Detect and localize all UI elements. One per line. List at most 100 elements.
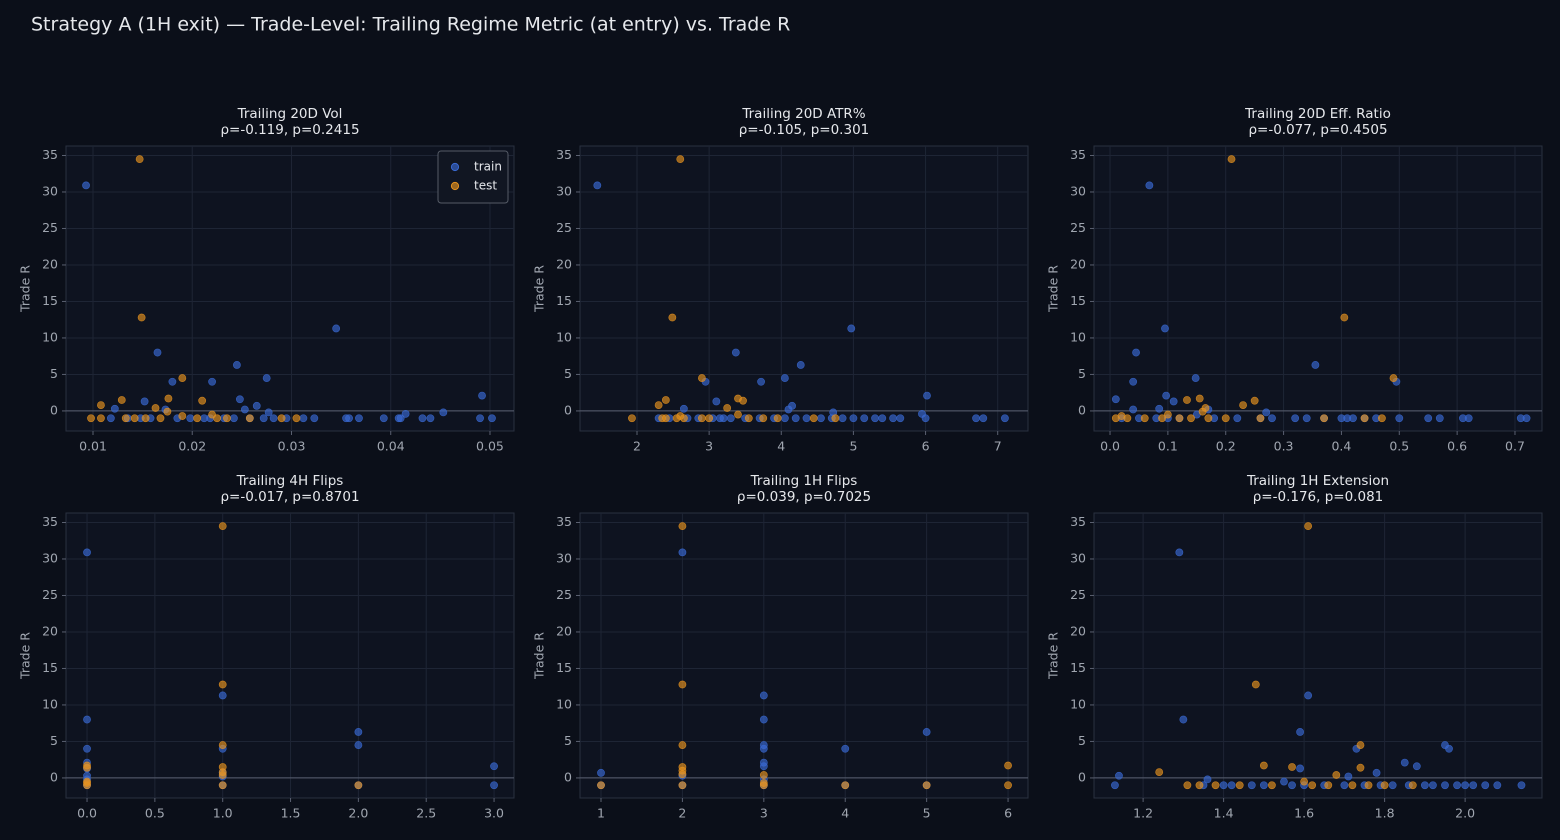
y-tick-label: 15	[42, 660, 58, 675]
data-point	[1388, 781, 1397, 790]
x-tick-label: 0.5	[1389, 439, 1409, 454]
data-point	[759, 744, 768, 753]
data-point	[661, 414, 670, 423]
data-point	[1424, 414, 1433, 423]
data-point	[1420, 781, 1429, 790]
data-point	[1251, 680, 1260, 689]
data-point	[1235, 781, 1244, 790]
data-point	[218, 781, 227, 790]
x-tick-label: 2	[633, 439, 641, 454]
data-point	[1356, 763, 1365, 772]
data-point	[1291, 414, 1300, 423]
data-point	[780, 414, 789, 423]
x-tick-label: 3.0	[484, 806, 504, 821]
x-tick-label: 2.0	[1455, 806, 1475, 821]
data-point	[223, 414, 231, 423]
y-tick-label: 30	[1070, 550, 1086, 565]
data-point	[490, 781, 498, 790]
x-tick-label: 6	[1004, 806, 1012, 821]
data-point	[106, 414, 115, 423]
data-point	[780, 374, 789, 382]
data-point	[264, 408, 273, 417]
data-point	[1204, 414, 1213, 423]
y-tick-label: 5	[1078, 733, 1086, 748]
subplot-title: Trailing 4H Flips	[236, 473, 344, 489]
data-point	[1400, 758, 1409, 767]
data-point	[439, 408, 448, 417]
data-point	[661, 396, 670, 404]
data-point	[1296, 764, 1304, 773]
data-point	[726, 414, 735, 423]
data-point	[1001, 414, 1009, 423]
x-tick-label: 0.0	[1100, 439, 1120, 454]
x-tick-label: 1.2	[1133, 806, 1153, 821]
x-tick-label: 0.03	[278, 439, 306, 454]
data-point	[831, 414, 840, 423]
subplot-subtitle: ρ=-0.119, p=0.2415	[220, 122, 359, 138]
data-point	[1161, 324, 1169, 333]
data-point	[1155, 404, 1164, 413]
data-point	[678, 548, 687, 557]
y-tick-label: 30	[42, 550, 58, 565]
data-point	[796, 361, 805, 369]
data-point	[1300, 777, 1309, 786]
y-tick-label: 25	[1070, 220, 1086, 235]
y-tick-label: 15	[1070, 660, 1086, 675]
data-point	[1288, 781, 1296, 790]
data-point	[478, 391, 486, 400]
data-point	[1469, 781, 1478, 790]
y-tick-label: 35	[1070, 514, 1086, 529]
data-point	[354, 728, 363, 736]
data-point	[299, 414, 308, 423]
subplot-subtitle: ρ=-0.017, p=0.8701	[220, 489, 359, 505]
data-point	[1311, 361, 1320, 369]
x-tick-label: 2.0	[348, 806, 368, 821]
data-point	[1233, 414, 1242, 423]
data-point	[860, 414, 869, 423]
data-point	[218, 771, 227, 779]
subplot-title: Trailing 1H Extension	[1246, 473, 1389, 489]
y-tick-label: 30	[556, 550, 572, 565]
data-point	[678, 770, 687, 779]
data-point	[277, 414, 286, 423]
x-tick-label: 2.5	[416, 806, 436, 821]
y-axis-label: Trade R	[18, 632, 33, 680]
data-point	[1429, 781, 1437, 790]
x-tick-label: 0.01	[79, 439, 107, 454]
data-point	[140, 397, 149, 406]
data-point	[1344, 772, 1353, 781]
data-point	[292, 414, 301, 423]
data-point	[97, 401, 105, 409]
data-point	[1441, 781, 1449, 790]
y-tick-label: 25	[1070, 587, 1086, 602]
data-point	[1340, 313, 1349, 322]
data-point	[1169, 397, 1178, 406]
data-point	[734, 410, 742, 419]
x-tick-label: 3	[705, 439, 713, 454]
data-point	[1360, 414, 1369, 423]
data-point	[597, 768, 605, 777]
data-point	[759, 715, 768, 724]
data-point	[418, 414, 427, 423]
y-axis-label: Trade R	[1046, 265, 1061, 313]
data-point	[921, 414, 930, 423]
data-point	[1332, 771, 1341, 779]
data-point	[164, 394, 173, 403]
x-tick-label: 0.02	[178, 439, 206, 454]
data-point	[156, 414, 165, 423]
data-point	[1111, 414, 1120, 423]
data-point	[679, 404, 688, 413]
data-point	[396, 414, 405, 423]
data-point	[355, 414, 363, 423]
data-point	[593, 181, 602, 190]
data-point	[668, 313, 677, 322]
y-tick-label: 10	[42, 329, 58, 344]
data-point	[705, 414, 714, 423]
data-point	[1203, 775, 1212, 784]
data-point	[1296, 728, 1304, 736]
data-point	[1408, 781, 1417, 790]
